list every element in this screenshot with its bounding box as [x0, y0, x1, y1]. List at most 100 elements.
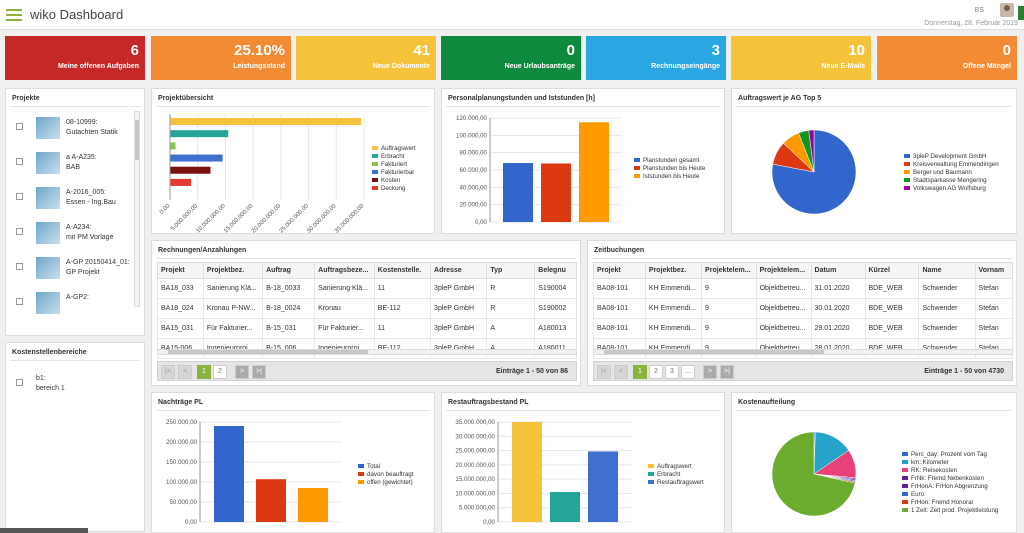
- checkbox[interactable]: [16, 379, 23, 386]
- list-item[interactable]: A-2016_005: Essen - Ing.Bau: [16, 187, 126, 219]
- checkbox[interactable]: [16, 298, 23, 305]
- panel-title: Restauftragsbestand PL: [448, 399, 529, 406]
- rechnungen-pager: |< <1 2 > >| Einträge 1 - 50 von 86: [157, 361, 577, 381]
- column-header[interactable]: Adresse: [430, 262, 488, 279]
- kpi-tile[interactable]: 3 Rechnungseingänge: [586, 36, 726, 80]
- checkbox[interactable]: [16, 263, 23, 270]
- legend-swatch: [902, 460, 908, 464]
- rechnungen-hscrollbar[interactable]: [157, 349, 577, 355]
- page-button[interactable]: 2: [213, 365, 227, 379]
- list-item-title: b1:: [36, 375, 46, 382]
- column-header[interactable]: Datum: [810, 262, 866, 279]
- column-header[interactable]: Belegnu: [534, 262, 577, 279]
- column-header[interactable]: Projektbez.: [644, 262, 703, 279]
- legend-label: Fakturierbar: [381, 169, 414, 176]
- column-header[interactable]: Kürzel: [864, 262, 920, 279]
- table-cell: BDE_WEB: [864, 278, 920, 299]
- kpi-value: 10: [848, 42, 865, 59]
- restauftrag-chart: 0,00 5.000.000,00 10.000.000,00 15.000.000,…: [455, 419, 704, 526]
- checkbox[interactable]: [16, 228, 23, 235]
- tick-label: 200.000,00: [166, 439, 198, 446]
- list-item-title: A-A234:: [66, 224, 92, 231]
- checkbox[interactable]: [16, 123, 23, 130]
- kpi-label: Leistungsstand: [233, 63, 285, 70]
- legend-swatch: [902, 468, 908, 472]
- legend-label: FrHonA: FrHon Abgrenzung: [911, 483, 988, 490]
- table-cell: S190004: [534, 278, 577, 299]
- table-cell: Objektbetreu...: [755, 318, 812, 339]
- last-page-button[interactable]: >|: [252, 365, 266, 379]
- column-header[interactable]: Projektelem...: [701, 262, 757, 279]
- legend-swatch: [902, 508, 908, 512]
- kpi-tile[interactable]: 6 Meine offenen Aufgaben: [5, 36, 145, 80]
- kpi-tile[interactable]: 10 Neue E-Mails: [731, 36, 871, 80]
- table-cell: A180013: [534, 318, 577, 339]
- list-item[interactable]: 08-10999: Gutachten Statik: [16, 117, 126, 149]
- table-cell: R: [486, 278, 536, 299]
- column-header[interactable]: Name: [918, 262, 976, 279]
- checkbox[interactable]: [16, 158, 23, 165]
- tick-label: 10.000.000,00: [195, 203, 227, 233]
- kpi-tile[interactable]: 41 Neue Dokumente: [296, 36, 436, 80]
- user-initials[interactable]: BS: [974, 7, 984, 14]
- list-item[interactable]: a A-A235: BAB: [16, 152, 126, 184]
- list-item[interactable]: b1: bereich 1: [16, 373, 126, 405]
- projekte-scrollbar[interactable]: [134, 111, 140, 307]
- next-page-button[interactable]: >: [235, 365, 249, 379]
- table-cell: Objektbetreu...: [755, 298, 812, 319]
- column-header[interactable]: Projektbez.: [202, 262, 264, 279]
- list-item[interactable]: A-GP2:: [16, 292, 126, 324]
- first-page-button[interactable]: |<: [597, 365, 611, 379]
- list-item-subtitle: BAB: [66, 164, 81, 171]
- kpi-tile[interactable]: 25.10% Leistungsstand: [151, 36, 291, 80]
- legend-swatch: [902, 492, 908, 496]
- checkbox[interactable]: [16, 193, 23, 200]
- column-header[interactable]: Auftrag: [262, 262, 316, 279]
- panel-title: Projektübersicht: [158, 95, 214, 102]
- tick-label: 25.000.000,00: [279, 203, 311, 233]
- list-item[interactable]: A-A234: mit PM Vorlage: [16, 222, 126, 254]
- table-row[interactable]: BA08-101 KH Emmendi... 9 Objektbetreu... 30.…: [593, 298, 1014, 319]
- page-button[interactable]: 3: [665, 365, 679, 379]
- table-row[interactable]: BA18_024 Kronau P-NW... B-18_0024 Kronau BE-…: [157, 298, 577, 319]
- zeitbuchungen-hscrollbar[interactable]: [593, 349, 1013, 355]
- prev-page-button[interactable]: <: [178, 365, 192, 379]
- avatar[interactable]: [1000, 3, 1014, 17]
- column-header[interactable]: Projektelem...: [755, 262, 812, 279]
- kpi-tile[interactable]: 0 Offene Mängel: [877, 36, 1017, 80]
- kpi-tile[interactable]: 0 Neue Urlaubsanträge: [441, 36, 581, 80]
- menu-icon[interactable]: [6, 9, 22, 21]
- table-cell: BDE_WEB: [864, 318, 920, 339]
- column-header[interactable]: Projekt: [593, 262, 646, 279]
- table-cell: 9: [701, 298, 757, 319]
- column-header[interactable]: Kostenstelle.: [373, 262, 432, 279]
- bar: [579, 122, 609, 222]
- bar: [550, 492, 580, 522]
- table-row[interactable]: BA08-101 KH Emmendi... 9 Objektbetreu... 31.…: [593, 278, 1014, 299]
- column-header[interactable]: Auftragsbeze...: [314, 262, 375, 279]
- legend-swatch: [634, 174, 640, 178]
- next-page-button[interactable]: >: [703, 365, 717, 379]
- last-page-button[interactable]: >|: [720, 365, 734, 379]
- table-row[interactable]: BA18_033 Sanierung Klä... B-18_0033 Sanieru…: [157, 278, 577, 299]
- legend-label: davon beauftragt: [367, 471, 414, 478]
- table-row[interactable]: BA08-101 KH Emmendi... 9 Objektbetreu... 29.…: [593, 318, 1014, 339]
- legend-swatch: [904, 170, 910, 174]
- column-header[interactable]: Vornam: [974, 262, 1014, 279]
- column-header[interactable]: Projekt: [157, 262, 204, 279]
- zeitbuchungen-table: Projekt Projektbez. Projektelem... Projekte…: [593, 262, 1014, 359]
- legend-label: Fakturiert: [381, 161, 407, 168]
- first-page-button[interactable]: |<: [161, 365, 175, 379]
- tick-label: 35.000.000,00: [334, 203, 366, 233]
- column-header[interactable]: Typ: [486, 262, 536, 279]
- page-button[interactable]: 2: [649, 365, 663, 379]
- table-cell: 31.01.2020: [810, 278, 866, 299]
- list-item[interactable]: A-GP 20150414_01: GP Projekt: [16, 257, 130, 289]
- table-row[interactable]: BA15_031 Für Fakturier... B-15_031 Für Fakt…: [157, 318, 577, 339]
- page-button[interactable]: 1: [633, 365, 647, 379]
- legend-swatch: [648, 464, 654, 468]
- prev-page-button[interactable]: <: [614, 365, 628, 379]
- page-button[interactable]: ...: [681, 365, 695, 379]
- page-button[interactable]: 1: [197, 365, 211, 379]
